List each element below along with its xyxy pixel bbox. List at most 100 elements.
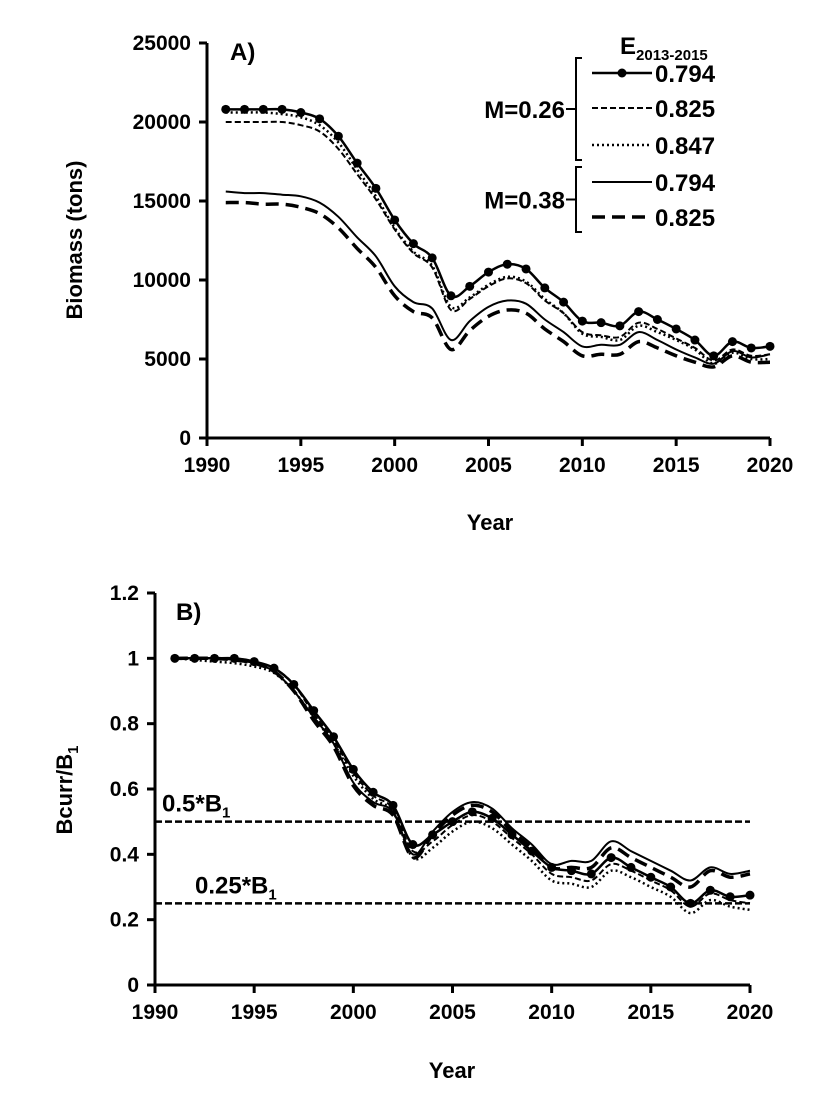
- panel-b-y-axis-label: Bcurr/B1: [52, 745, 82, 834]
- panel-b-data-point: [547, 862, 557, 872]
- panel-a-y-axis-label: Biomass (tons): [62, 161, 87, 320]
- panel-a-label: A): [230, 39, 255, 66]
- panel-a-y-tick-label: 20000: [133, 111, 191, 134]
- panel-b-y-tick-label: 0.8: [110, 713, 140, 736]
- legend-title: E2013-2015: [620, 33, 708, 64]
- panel-a-data-point: [352, 158, 362, 168]
- panel-b-data-point: [428, 830, 438, 840]
- panel-a-data-point: [408, 239, 418, 249]
- reference-line-label: 0.5*B1: [162, 791, 230, 822]
- panel-b-series-line: [174, 657, 751, 882]
- panel-a-series-line: [225, 111, 771, 365]
- panel-a-data-point: [371, 183, 381, 193]
- panel-a-x-tick-label: 2005: [465, 454, 512, 477]
- panel-b-y-tick-label: 1.2: [110, 582, 139, 605]
- panel-b-data-point: [170, 653, 180, 663]
- panel-a-y-tick-label: 0: [179, 427, 191, 450]
- legend-group-label: M=0.38: [484, 188, 565, 215]
- panel-a-x-axis-label: Year: [467, 510, 514, 535]
- panel-a-data-point: [521, 264, 531, 274]
- panel-a-data-point: [390, 215, 400, 225]
- panel-a-x-tick-label: 2010: [559, 454, 606, 477]
- panel-b-data-point: [606, 853, 616, 863]
- panel-b-data-point: [388, 800, 398, 810]
- panel-b-data-point: [567, 866, 576, 876]
- panel-b-data-point: [725, 892, 735, 902]
- panel-b-x-tick-label: 2000: [330, 1001, 377, 1024]
- panel-b-x-axis-label: Year: [429, 1058, 476, 1083]
- panel-a-x-tick-label: 2000: [371, 454, 418, 477]
- panel-b-data-point: [329, 732, 338, 742]
- panel-b-data-point: [368, 787, 378, 797]
- panel-a-y-tick-label: 5000: [144, 348, 191, 371]
- panel-a-x-tick-label: 2015: [653, 454, 700, 477]
- panel-a-data-point: [634, 307, 644, 317]
- panel-b-series-line: [174, 657, 751, 915]
- panel-a-data-point: [596, 318, 606, 328]
- panel-b-data-point: [507, 830, 517, 840]
- panel-b-x-tick-label: 2020: [727, 1001, 774, 1024]
- panel-b: B) Bcurr/B1 Year 0 0.2 0.4 0.6 0.8 1 1.2 1990 19…: [52, 582, 773, 1083]
- panel-a-data-point: [221, 104, 231, 114]
- legend-marker: [617, 68, 627, 78]
- panel-a-data-point: [727, 337, 737, 347]
- panel-b-data-point: [229, 653, 239, 663]
- panel-a-data-point: [540, 283, 550, 293]
- legend-entry-label: 0.794: [655, 170, 716, 197]
- panel-b-y-tick-label: 0: [127, 974, 139, 997]
- panel-b-data-point: [626, 862, 636, 872]
- panel-a-data-point: [671, 324, 681, 334]
- panel-b-label: B): [176, 599, 201, 626]
- panel-a: A) Biomass (tons) Year E2013-2015 M=0.26…: [62, 32, 793, 535]
- panel-b-data-point: [686, 898, 695, 908]
- panel-b-data-point: [487, 813, 497, 823]
- panel-a-data-point: [690, 335, 700, 345]
- panel-a-series-line: [225, 190, 771, 365]
- panel-b-y-tick-label: 0.6: [110, 778, 139, 801]
- panel-a-data-point: [296, 108, 306, 118]
- panel-a-y-tick-label: 15000: [133, 190, 191, 213]
- panel-b-series-line: [174, 656, 751, 889]
- panel-b-data-point: [467, 807, 477, 817]
- panel-a-data-point: [615, 321, 625, 331]
- panel-b-data-point: [705, 885, 715, 895]
- panel-a-x-tick-label: 2020: [747, 454, 794, 477]
- panel-b-data-point: [249, 657, 259, 667]
- panel-b-data-point: [309, 706, 319, 716]
- panel-a-y-tick-label: 10000: [133, 269, 191, 292]
- panel-b-data-point: [666, 882, 676, 892]
- legend-entry-label: 0.847: [655, 133, 715, 160]
- panel-b-x-tick-label: 1990: [132, 1001, 179, 1024]
- panel-a-data-point: [765, 341, 775, 351]
- panel-a-legend: E2013-2015 M=0.26 0.794 0.825 0.847 M=0.38 0.…: [484, 33, 716, 233]
- panel-b-data-point: [527, 846, 537, 856]
- legend-entry-label: 0.794: [655, 61, 716, 88]
- panel-a-series-line: [225, 120, 771, 362]
- panel-b-data-point: [210, 653, 219, 663]
- panel-a-data-point: [577, 316, 587, 326]
- legend-group-label: M=0.26: [484, 97, 565, 124]
- panel-b-data-point: [408, 840, 418, 850]
- panel-b-x-tick-label: 1995: [231, 1001, 278, 1024]
- panel-a-x-tick-label: 1995: [277, 454, 324, 477]
- panel-b-data-point: [745, 890, 755, 900]
- panel-b-data-point: [289, 679, 299, 689]
- panel-b-x-tick-label: 2010: [528, 1001, 575, 1024]
- panel-b-x-tick-label: 2005: [429, 1001, 476, 1024]
- panel-a-y-tick-label: 25000: [133, 32, 191, 55]
- panel-a-data-point: [465, 281, 475, 291]
- panel-a-data-point: [240, 104, 250, 114]
- panel-b-data-point: [348, 764, 358, 774]
- panel-b-y-tick-label: 0.4: [110, 843, 140, 866]
- panel-a-data-point: [427, 253, 437, 263]
- panel-b-y-tick-label: 1: [127, 647, 139, 670]
- panel-a-data-point: [277, 104, 287, 114]
- panel-a-x-tick-label: 1990: [184, 454, 231, 477]
- legend-bracket: [566, 166, 582, 233]
- reference-line-label: 0.25*B1: [195, 872, 277, 903]
- panel-b-data-point: [646, 872, 656, 882]
- panel-a-data-point: [315, 114, 325, 124]
- panel-b-data-point: [269, 663, 279, 673]
- panel-b-data-point: [586, 869, 596, 879]
